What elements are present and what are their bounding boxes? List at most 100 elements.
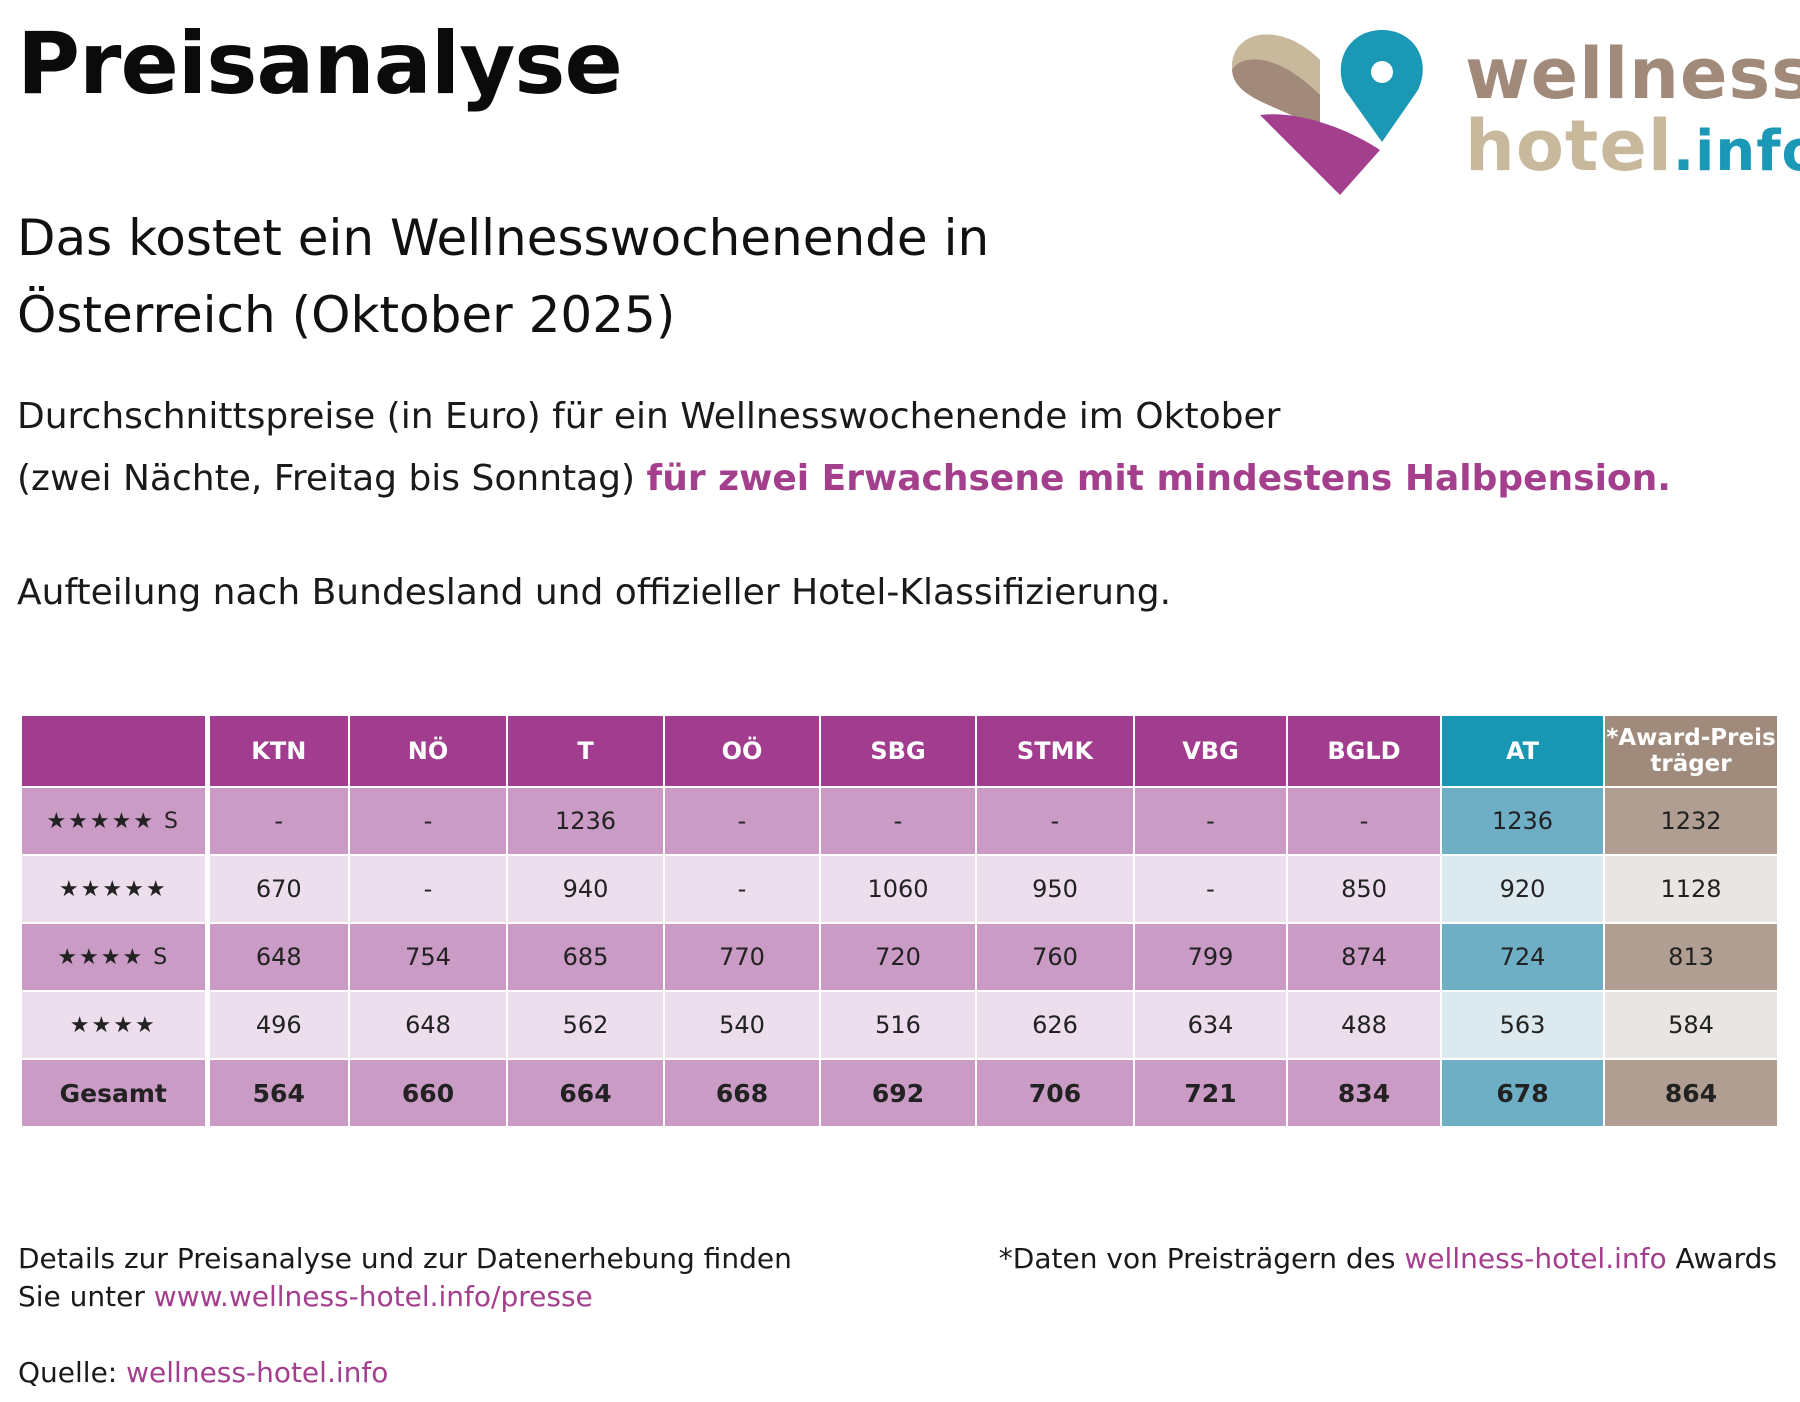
table-cell: 648 xyxy=(206,922,350,992)
table-cell: 770 xyxy=(663,922,821,992)
header-bgld: BGLD xyxy=(1286,714,1442,788)
page-title: Preisanalyse xyxy=(17,14,623,114)
logo-wordmark: wellness- hotel.info xyxy=(1465,38,1800,188)
table-cell: - xyxy=(348,854,508,924)
header-award-line1: *Award-Preis xyxy=(1606,725,1776,751)
table-cell: 706 xyxy=(975,1058,1135,1128)
table-row: ★★★★ 496 648 562 540 516 626 634 488 563… xyxy=(20,990,1779,1060)
award-note-prefix: *Daten von Preisträgern des xyxy=(998,1242,1396,1275)
header-ktn: KTN xyxy=(206,714,350,788)
press-link[interactable]: www.wellness-hotel.info/presse xyxy=(153,1280,593,1313)
header-vbg: VBG xyxy=(1133,714,1288,788)
table-cell: 720 xyxy=(819,922,977,992)
table-cell: 562 xyxy=(506,990,665,1060)
header-corner xyxy=(20,714,210,788)
intro-line2-plain: (zwei Nächte, Freitag bis Sonntag) xyxy=(17,458,636,499)
subtitle-line2: Österreich (Oktober 2025) xyxy=(17,286,676,344)
heart-pin-logo-icon xyxy=(1231,30,1423,195)
table-cell: - xyxy=(819,786,977,856)
table-cell: 950 xyxy=(975,854,1135,924)
table-cell: - xyxy=(663,786,821,856)
award-link[interactable]: wellness-hotel.info xyxy=(1404,1242,1667,1275)
table-cell-at: 724 xyxy=(1440,922,1605,992)
header-stmk: STMK xyxy=(975,714,1135,788)
intro-line1: Durchschnittspreise (in Euro) für ein We… xyxy=(17,396,1281,437)
logo-line1: wellness- xyxy=(1465,33,1800,115)
table-cell-at: 1236 xyxy=(1440,786,1605,856)
table-cell-award: 864 xyxy=(1603,1058,1779,1128)
price-table: KTN NÖ T OÖ SBG STMK VBG BGLD AT *Award-… xyxy=(20,714,1779,1128)
table-cell: 799 xyxy=(1133,922,1288,992)
split-note: Aufteilung nach Bundesland und offiziell… xyxy=(17,572,1172,613)
row-label: ★★★★ S xyxy=(20,922,210,992)
table-cell: - xyxy=(1286,786,1442,856)
intro-line2: (zwei Nächte, Freitag bis Sonntag) für z… xyxy=(17,448,1671,510)
table-cell: 874 xyxy=(1286,922,1442,992)
table-row-total: Gesamt 564 660 664 668 692 706 721 834 6… xyxy=(20,1058,1779,1128)
table-cell: 685 xyxy=(506,922,665,992)
table-cell: 760 xyxy=(975,922,1135,992)
table-cell: 496 xyxy=(206,990,350,1060)
logo-hotel: hotel xyxy=(1465,105,1673,187)
row-label: ★★★★ xyxy=(20,990,210,1060)
table-cell-award: 813 xyxy=(1603,922,1779,992)
table-cell: 516 xyxy=(819,990,977,1060)
logo-line2: hotel.info xyxy=(1465,110,1800,188)
table-cell: - xyxy=(206,786,350,856)
table-cell: 488 xyxy=(1286,990,1442,1060)
table-cell: 540 xyxy=(663,990,821,1060)
table-cell-award: 584 xyxy=(1603,990,1779,1060)
header-t: T xyxy=(506,714,665,788)
header-sbg: SBG xyxy=(819,714,977,788)
table-cell: 692 xyxy=(819,1058,977,1128)
table-cell: - xyxy=(1133,786,1288,856)
table-row: ★★★★★ 670 - 940 - 1060 950 - 850 920 112… xyxy=(20,854,1779,924)
table-cell: 564 xyxy=(206,1058,350,1128)
header-noe: NÖ xyxy=(348,714,508,788)
table-row: ★★★★★ S - - 1236 - - - - - 1236 1232 xyxy=(20,786,1779,856)
table-cell: 754 xyxy=(348,922,508,992)
row-label: ★★★★★ S xyxy=(20,786,210,856)
table-cell-at: 920 xyxy=(1440,854,1605,924)
header-at: AT xyxy=(1440,714,1605,788)
table-row: ★★★★ S 648 754 685 770 720 760 799 874 7… xyxy=(20,922,1779,992)
footer-details: Details zur Preisanalyse und zur Datener… xyxy=(18,1240,792,1316)
subtitle: Das kostet ein Wellnesswochenende in Öst… xyxy=(17,200,1117,354)
award-note-suffix: Awards xyxy=(1675,1242,1777,1275)
brand-logo[interactable]: wellness- hotel.info xyxy=(1220,20,1800,210)
source-line: Quelle: wellness-hotel.info xyxy=(18,1356,388,1389)
footer-details-line2: Sie unter www.wellness-hotel.info/presse xyxy=(18,1278,792,1316)
table-cell-award: 1232 xyxy=(1603,786,1779,856)
table-cell: 664 xyxy=(506,1058,665,1128)
table-cell: - xyxy=(1133,854,1288,924)
header-award: *Award-Preis träger xyxy=(1603,714,1779,788)
table-cell: 626 xyxy=(975,990,1135,1060)
table-cell: 1060 xyxy=(819,854,977,924)
table-cell: 940 xyxy=(506,854,665,924)
source-link[interactable]: wellness-hotel.info xyxy=(126,1356,389,1389)
subtitle-line1: Das kostet ein Wellnesswochenende in xyxy=(17,209,990,267)
table-cell-award: 1128 xyxy=(1603,854,1779,924)
footer-details-line1: Details zur Preisanalyse und zur Datener… xyxy=(18,1242,792,1275)
table-cell: - xyxy=(975,786,1135,856)
table-cell: 660 xyxy=(348,1058,508,1128)
row-label: ★★★★★ xyxy=(20,854,210,924)
table-cell: 670 xyxy=(206,854,350,924)
footer-award-note: *Daten von Preisträgern des wellness-hot… xyxy=(999,1240,1777,1278)
source-label: Quelle: xyxy=(18,1356,118,1389)
table-cell: 721 xyxy=(1133,1058,1288,1128)
table-cell: 834 xyxy=(1286,1058,1442,1128)
footer-details-prefix: Sie unter xyxy=(18,1280,145,1313)
header-ooe: OÖ xyxy=(663,714,821,788)
header-award-line2: träger xyxy=(1650,751,1732,777)
logo-info: .info xyxy=(1672,119,1800,184)
table-cell: 1236 xyxy=(506,786,665,856)
table-cell: - xyxy=(348,786,508,856)
table-cell: - xyxy=(663,854,821,924)
row-label-total: Gesamt xyxy=(20,1058,210,1128)
table-cell: 668 xyxy=(663,1058,821,1128)
table-cell-at: 678 xyxy=(1440,1058,1605,1128)
table-cell: 634 xyxy=(1133,990,1288,1060)
intro-text: Durchschnittspreise (in Euro) für ein We… xyxy=(17,386,1671,510)
table-cell-at: 563 xyxy=(1440,990,1605,1060)
